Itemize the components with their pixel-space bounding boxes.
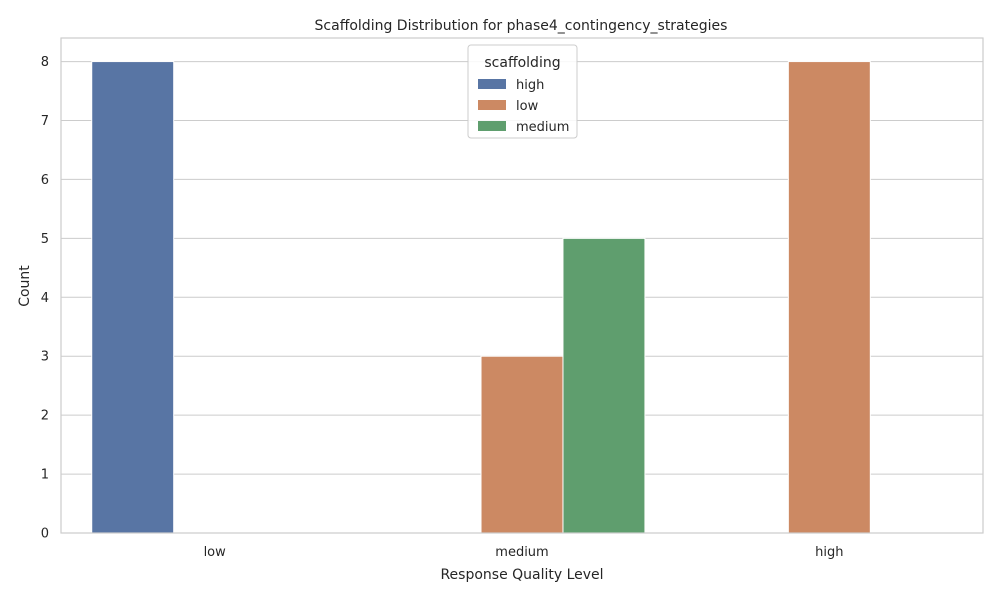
bar-low-medium	[480, 355, 564, 534]
y-tick-label: 2	[41, 409, 49, 424]
y-tick-label: 7	[41, 114, 49, 129]
y-tick-label: 6	[41, 173, 49, 188]
legend-swatch-high	[478, 79, 506, 89]
y-tick-label: 0	[41, 527, 49, 542]
x-axis-label: Response Quality Level	[440, 567, 603, 583]
legend-swatch-low	[478, 100, 506, 110]
x-tick-label: medium	[495, 545, 548, 560]
y-tick-label: 5	[41, 232, 49, 247]
bar-low-high	[787, 61, 871, 534]
bar-medium-medium	[562, 237, 646, 534]
y-tick-label: 3	[41, 350, 49, 365]
y-tick-label: 4	[41, 291, 49, 306]
bars	[91, 61, 871, 534]
y-axis-label: Count	[17, 265, 33, 307]
legend-label: low	[516, 99, 539, 114]
legend-title: scaffolding	[484, 55, 560, 71]
x-tick-label: high	[815, 545, 843, 560]
legend-label: high	[516, 78, 544, 93]
x-tick-label: low	[204, 545, 227, 560]
legend-label: medium	[516, 120, 569, 135]
y-tick-label: 8	[41, 55, 49, 70]
chart-title: Scaffolding Distribution for phase4_cont…	[315, 18, 728, 34]
legend: scaffolding high low medium	[467, 44, 578, 139]
x-axis: low medium high	[204, 545, 844, 560]
y-axis: 0 1 2 3 4 5 6 7 8	[41, 55, 49, 541]
legend-box	[467, 44, 578, 139]
legend-swatch-medium	[478, 121, 506, 131]
y-tick-label: 1	[41, 468, 49, 483]
bar-high-low	[91, 61, 175, 534]
plot-frame	[60, 37, 984, 534]
